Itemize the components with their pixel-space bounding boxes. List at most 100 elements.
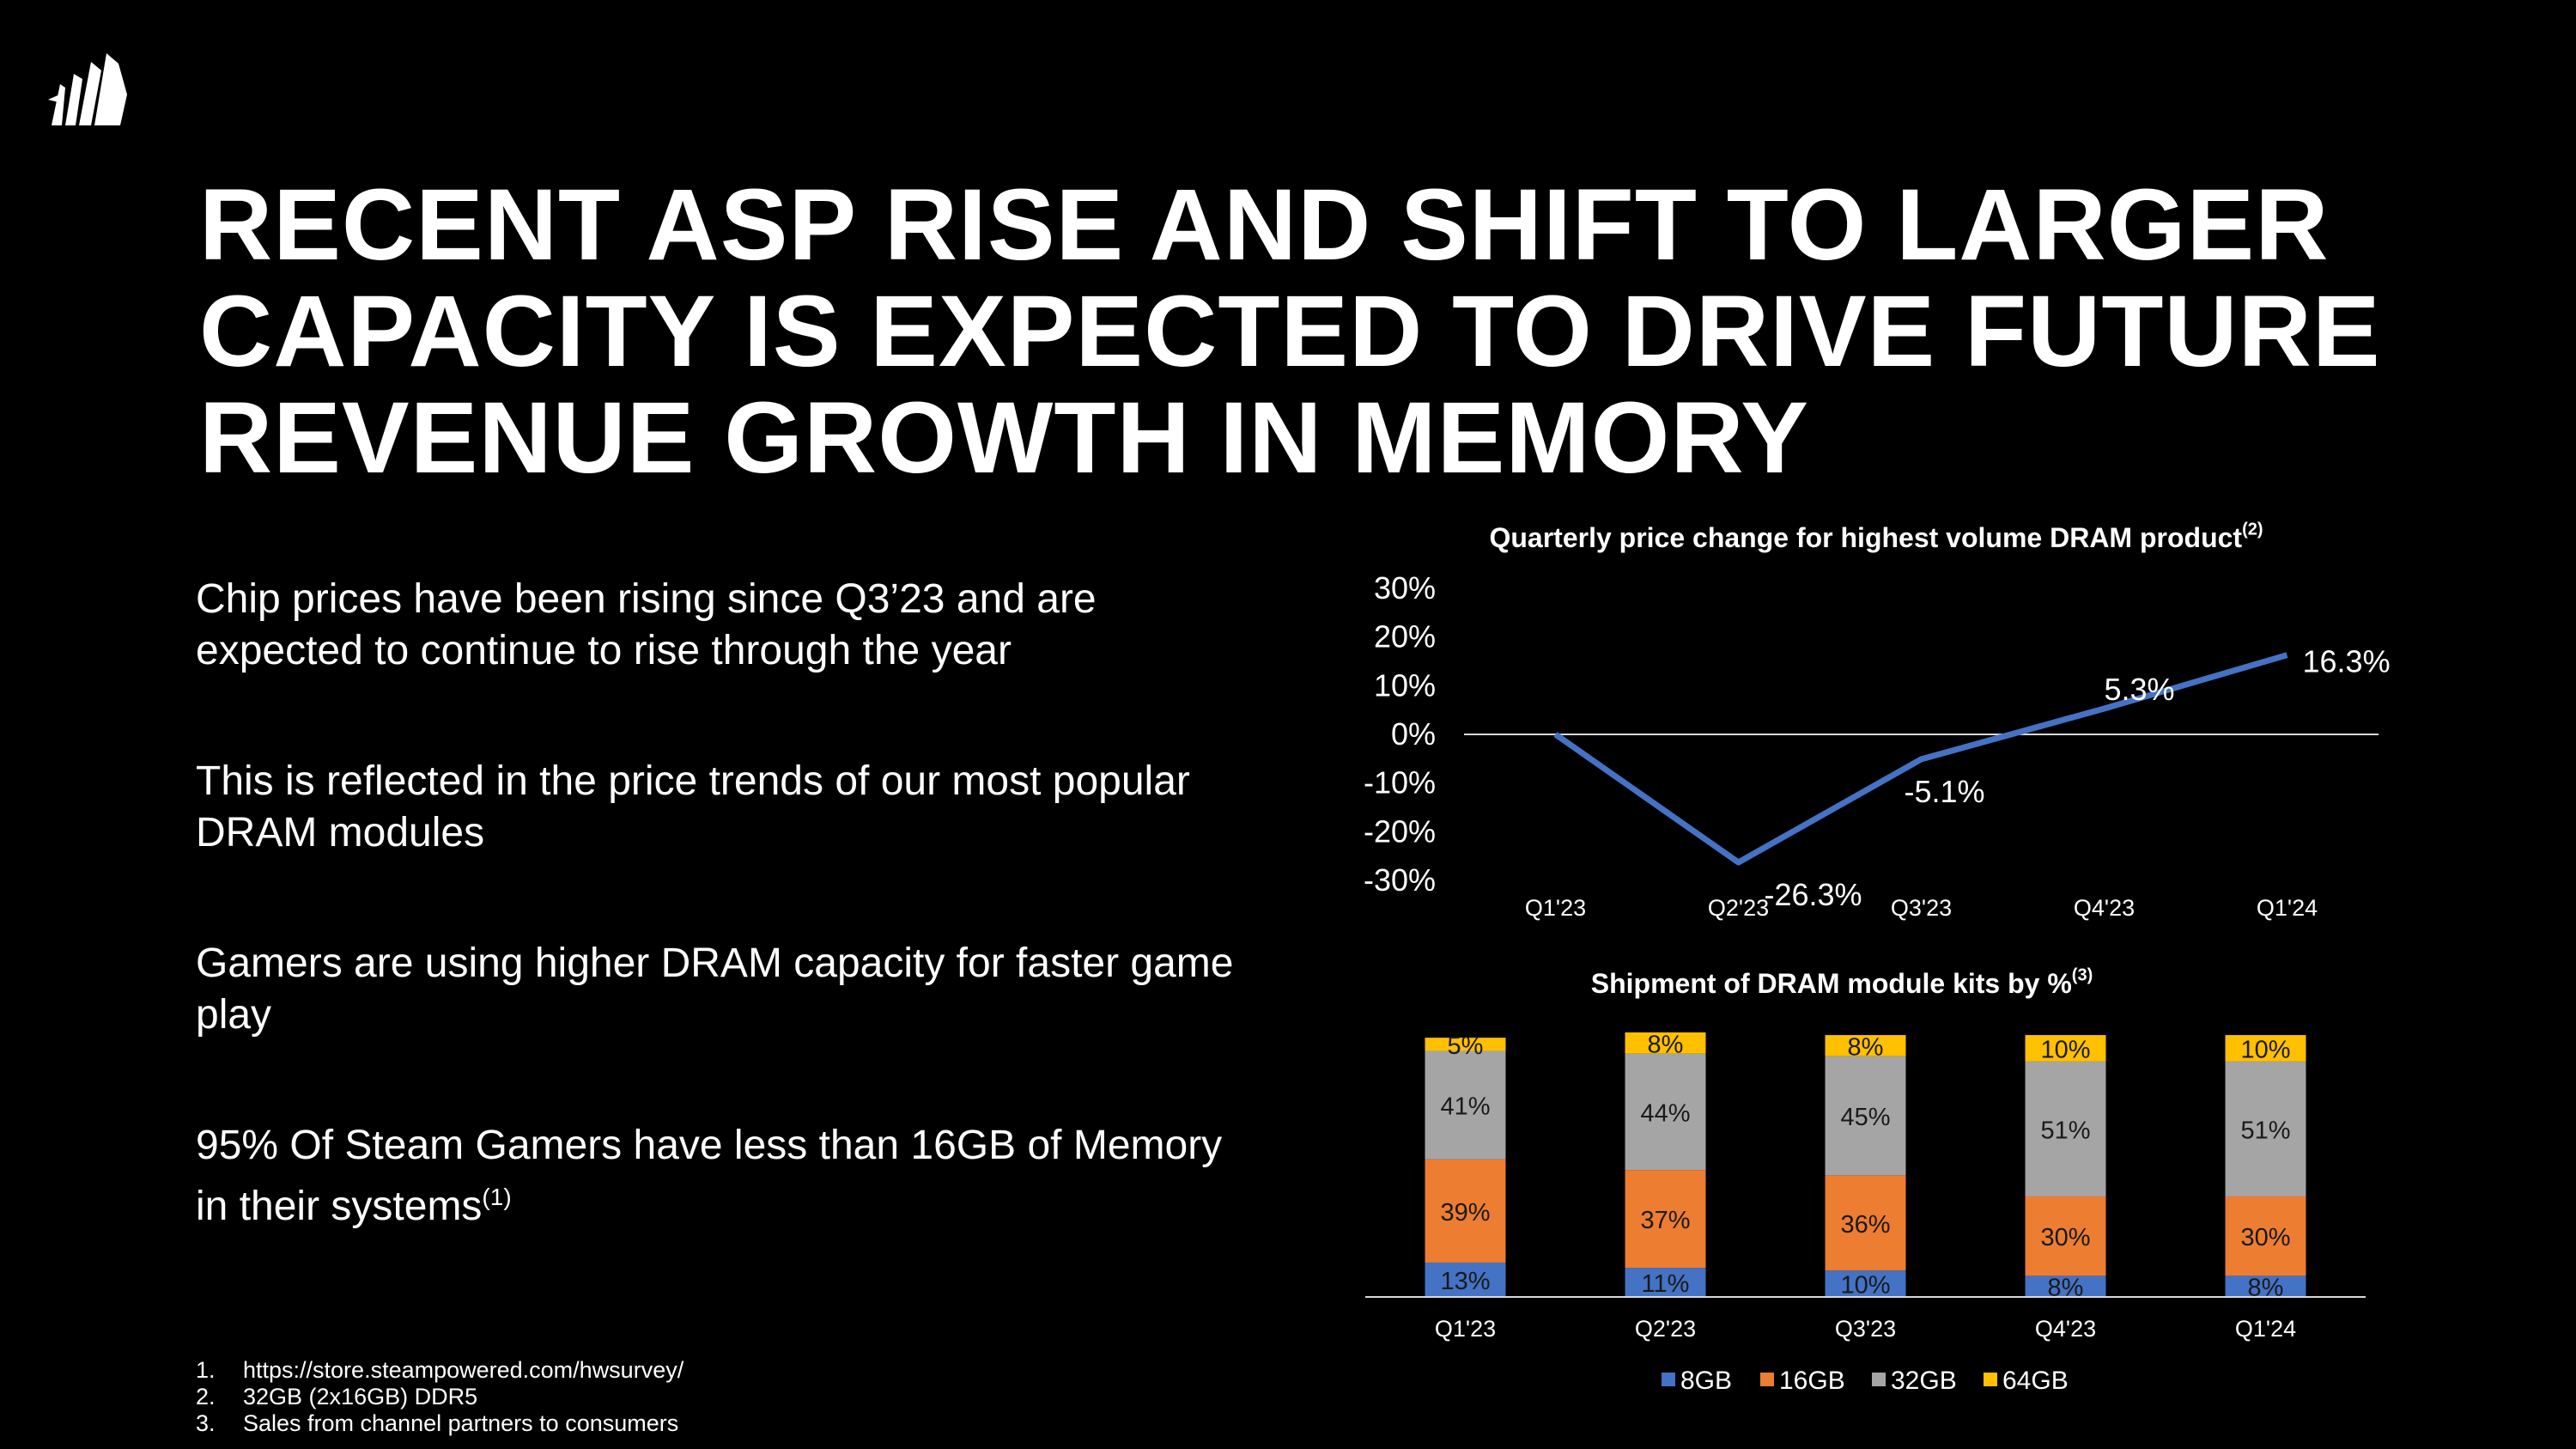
y-tick-label: 0% xyxy=(1391,716,1436,752)
sail-logo-icon xyxy=(48,53,127,125)
y-tick-label: -20% xyxy=(1364,813,1436,849)
bar-data-label: 30% xyxy=(2240,1224,2290,1251)
bar-data-label: 44% xyxy=(1640,1099,1690,1127)
bullet-text: Chip prices have been rising since Q3’23… xyxy=(196,576,1097,673)
slide-title: RECENT ASP RISE AND SHIFT TO LARGER CAPA… xyxy=(199,172,2432,491)
footnote-item: 2. 32GB (2x16GB) DDR5 xyxy=(196,1384,683,1410)
legend-label: 32GB xyxy=(1891,1367,1957,1395)
y-tick-label: 30% xyxy=(1374,570,1436,606)
x-tick-label: Q1'24 xyxy=(2235,1316,2296,1342)
bar-segment-64gb xyxy=(2025,1035,2106,1062)
bar-data-label: 30% xyxy=(2040,1224,2090,1251)
footnote-item: 1. https://store.steampowered.com/hwsurve… xyxy=(196,1357,683,1384)
legend-swatch xyxy=(1872,1373,1886,1386)
legend-label: 16GB xyxy=(1779,1367,1845,1395)
bar-data-label: 8% xyxy=(1648,1031,1684,1058)
line-chart-title: Quarterly price change for highest volum… xyxy=(1489,521,2263,553)
line-data-label: -26.3% xyxy=(1765,877,1862,912)
x-tick-label: Q3'23 xyxy=(1835,1316,1896,1342)
bullet-item: Gamers are using higher DRAM capacity fo… xyxy=(196,938,1243,1041)
bar-segment-32gb xyxy=(1425,1050,1506,1160)
bar-segment-8gb xyxy=(2225,1275,2306,1297)
bar-data-label: 45% xyxy=(1840,1104,1890,1131)
bar-segment-8gb xyxy=(1825,1270,1906,1297)
y-tick-label: 20% xyxy=(1374,619,1436,654)
legend-label: 64GB xyxy=(2002,1367,2069,1395)
bar-segment-8gb xyxy=(2025,1275,2106,1297)
bullet-list: Chip prices have been rising since Q3’23… xyxy=(196,574,1243,1312)
title-line: RECENT ASP RISE AND SHIFT TO LARGER xyxy=(199,168,2330,282)
bullet-item: 95% Of Steam Gamers have less than 16GB … xyxy=(196,1120,1243,1233)
bar-segment-64gb xyxy=(1625,1032,1706,1054)
footnotes: 1. https://store.steampowered.com/hwsurve… xyxy=(196,1357,683,1437)
y-tick-label: 10% xyxy=(1374,667,1436,703)
bullet-item: Chip prices have been rising since Q3’23… xyxy=(196,574,1243,677)
x-tick-label: Q3'23 xyxy=(1891,895,1952,921)
x-tick-label: Q4'23 xyxy=(2035,1316,2096,1342)
footnote-number: 1. xyxy=(196,1357,216,1383)
bar-data-label: 51% xyxy=(2040,1117,2090,1144)
bar-segment-64gb xyxy=(2225,1035,2306,1062)
bar-segment-16gb xyxy=(2225,1196,2306,1276)
bar-chart-title-text: Shipment of DRAM module kits by % xyxy=(1591,968,2072,999)
legend-swatch xyxy=(1984,1373,1997,1386)
bar-data-label: 36% xyxy=(1840,1211,1890,1239)
bar-data-label: 41% xyxy=(1440,1093,1490,1121)
bar-segment-16gb xyxy=(2025,1196,2106,1276)
title-line: REVENUE GROWTH IN MEMORY xyxy=(199,381,1809,495)
bar-data-label: 8% xyxy=(1848,1033,1884,1061)
footnote-item: 3. Sales from channel partners to consume… xyxy=(196,1410,683,1437)
bar-data-label: 13% xyxy=(1440,1268,1490,1295)
legend-swatch xyxy=(1662,1373,1675,1386)
bar-data-label: 39% xyxy=(1440,1199,1490,1227)
footnote-text: 32GB (2x16GB) DDR5 xyxy=(243,1384,478,1409)
bar-data-label: 51% xyxy=(2240,1117,2290,1144)
line-data-label: 5.3% xyxy=(2105,672,2175,707)
bar-data-label: 37% xyxy=(1640,1207,1690,1234)
bar-segment-32gb xyxy=(2025,1061,2106,1196)
title-line: CAPACITY IS EXPECTED TO DRIVE FUTURE xyxy=(199,275,2381,388)
bar-segment-32gb xyxy=(1825,1056,1906,1176)
bar-segment-16gb xyxy=(1625,1170,1706,1269)
y-tick-label: -30% xyxy=(1364,862,1436,898)
bar-chart-title: Shipment of DRAM module kits by %(3) xyxy=(1591,966,2093,999)
legend-swatch xyxy=(1760,1373,1774,1386)
bar-segment-32gb xyxy=(2225,1061,2306,1196)
x-tick-label: Q1'23 xyxy=(1435,1316,1496,1342)
bar-data-label: 5% xyxy=(1448,1032,1484,1060)
x-tick-label: Q2'23 xyxy=(1708,895,1769,921)
bar-data-label: 10% xyxy=(1840,1272,1890,1300)
footnote-number: 3. xyxy=(196,1410,216,1436)
bar-segment-64gb xyxy=(1825,1035,1906,1056)
legend-label: 8GB xyxy=(1680,1367,1732,1395)
bar-segment-8gb xyxy=(1625,1268,1706,1297)
line-data-label: 16.3% xyxy=(2303,644,2391,679)
footnote-text: Sales from channel partners to consumers xyxy=(243,1410,679,1436)
bullet-text: Gamers are using higher DRAM capacity fo… xyxy=(196,941,1234,1038)
bullet-text: This is reflected in the price trends of… xyxy=(196,758,1190,855)
bar-chart-title-sup: (3) xyxy=(2072,966,2093,985)
y-tick-label: -10% xyxy=(1364,765,1436,801)
bullet-text: 95% Of Steam Gamers have less than 16GB … xyxy=(196,1123,1223,1229)
bar-segment-8gb xyxy=(1425,1262,1506,1297)
line-chart-title-text: Quarterly price change for highest volum… xyxy=(1489,522,2242,553)
bar-segment-16gb xyxy=(1425,1159,1506,1263)
bullet-footnote-ref: (1) xyxy=(482,1184,512,1210)
bar-segment-64gb xyxy=(1425,1038,1506,1051)
bar-segment-32gb xyxy=(1625,1053,1706,1171)
price-change-series-line xyxy=(1553,652,2288,866)
bar-data-label: 10% xyxy=(2040,1036,2090,1063)
x-tick-label: Q4'23 xyxy=(2074,895,2135,921)
bar-data-label: 10% xyxy=(2240,1036,2290,1063)
bullet-item: This is reflected in the price trends of… xyxy=(196,756,1243,859)
bar-segment-16gb xyxy=(1825,1175,1906,1271)
line-chart-title-sup: (2) xyxy=(2242,521,2263,539)
x-tick-label: Q1'24 xyxy=(2257,895,2318,921)
footnote-number: 2. xyxy=(196,1384,216,1409)
x-tick-label: Q2'23 xyxy=(1635,1316,1696,1342)
line-data-label: -5.1% xyxy=(1905,774,1985,809)
footnote-text: https://store.steampowered.com/hwsurvey/ xyxy=(243,1357,684,1383)
x-tick-label: Q1'23 xyxy=(1525,895,1586,921)
bar-data-label: 11% xyxy=(1642,1270,1690,1298)
